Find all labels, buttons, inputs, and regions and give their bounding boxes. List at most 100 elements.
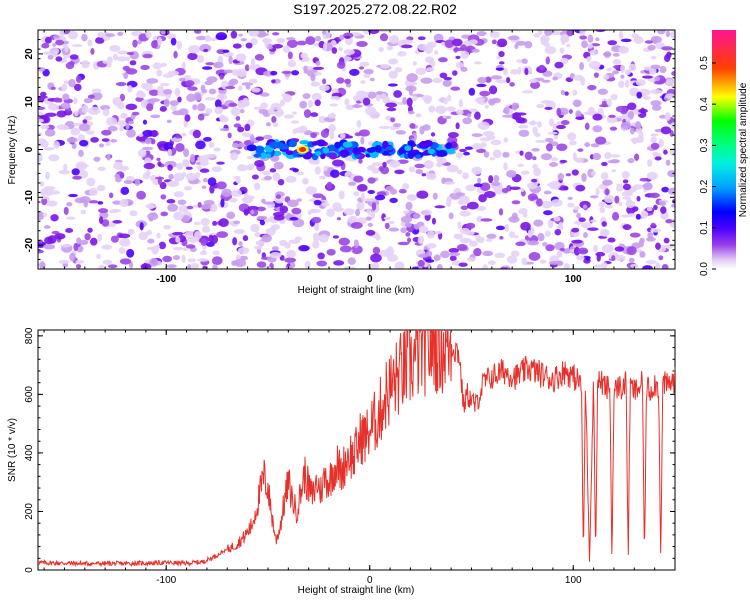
spectrogram-band-cell: [415, 154, 422, 159]
spectrogram-x-ticks: -100 0 100: [43, 30, 676, 285]
spectrogram-cell: [315, 60, 321, 66]
spectrogram-cell: [321, 202, 330, 207]
spectrogram-cell: [654, 76, 660, 82]
spectrogram-cell: [580, 222, 592, 229]
spectrogram-band-cell: [449, 141, 458, 149]
spectrogram-band-cell: [316, 139, 326, 147]
spectrogram-cell: [174, 87, 181, 97]
spectrogram-cell: [524, 40, 533, 49]
spectrogram-cell: [636, 195, 641, 202]
spectrogram-cell: [559, 247, 565, 252]
spectrogram-cell: [503, 106, 510, 115]
spectrogram-cell: [248, 30, 260, 37]
spectrogram-cell: [367, 189, 376, 194]
spectrogram-cell: [383, 216, 391, 220]
spectrogram-cell: [105, 117, 118, 126]
spectrogram-cell: [587, 227, 599, 231]
spectrogram-cell: [632, 184, 644, 190]
spectrogram-cell: [495, 79, 507, 84]
spectrogram-cell: [631, 137, 637, 144]
spectrogram-cell: [358, 66, 365, 70]
spectrogram-cell: [426, 242, 437, 249]
spectrogram-cell: [269, 251, 282, 259]
spectrogram-cell: [270, 102, 282, 111]
spectrogram-cell: [471, 133, 483, 138]
spectrogram-cell: [170, 37, 177, 46]
spectrogram-cell: [142, 129, 154, 138]
spectrogram-cell: [389, 197, 398, 204]
spectrogram-cell: [365, 229, 376, 236]
spectrogram-cell: [101, 219, 110, 227]
spectrogram-cell: [145, 203, 157, 209]
spectrogram-cell: [615, 185, 624, 192]
spectrogram-cell: [220, 198, 225, 208]
spectrogram-cell: [118, 165, 130, 171]
spectrogram-cell: [229, 197, 238, 203]
spectrogram-cell: [611, 255, 616, 261]
spectrogram-cell: [465, 230, 475, 236]
spectrogram-cell: [572, 89, 578, 96]
spectrogram-cell: [129, 261, 134, 269]
spectrogram-cell: [85, 130, 95, 135]
spectrogram-cell: [609, 126, 618, 131]
spectrogram-cell: [651, 104, 662, 111]
spectrogram-cell: [197, 113, 205, 121]
spectrogram-cell: [169, 100, 179, 106]
spectrogram-cell: [38, 249, 44, 254]
spectrogram-cell: [490, 75, 503, 80]
spectrogram-cell: [50, 86, 56, 90]
spectrogram-cell: [251, 174, 259, 180]
spectrogram-cell: [148, 89, 160, 96]
spectrogram-cell: [244, 64, 250, 72]
spectrogram-cell: [147, 238, 155, 244]
spectrogram-cell: [138, 231, 149, 241]
spectrogram-cell: [415, 169, 424, 175]
spectrogram-cell: [80, 209, 86, 215]
spectrogram-cell: [256, 261, 267, 268]
spectrogram-cell: [507, 35, 520, 41]
spectrogram-cell: [405, 232, 411, 237]
spectrogram-cell: [310, 112, 319, 117]
spectrogram-cell: [607, 237, 616, 243]
spectrogram-cell: [287, 51, 293, 60]
spectrogram-cell: [584, 122, 590, 131]
spectrogram-cell: [401, 183, 410, 190]
spectrogram-cell: [173, 172, 185, 182]
spectrogram-cell: [212, 263, 218, 269]
spectrogram-cell: [413, 223, 420, 230]
spectrogram-cell: [456, 169, 463, 175]
spectrogram-cell: [173, 191, 185, 198]
spectrogram-cell: [208, 88, 217, 95]
spectrogram-cell: [627, 213, 637, 217]
spectrogram-cell: [597, 88, 608, 95]
y-tick-label: -10: [24, 190, 35, 205]
spectrogram-band-cell: [374, 144, 382, 153]
spectrogram-cell: [119, 258, 132, 265]
spectrogram-cell: [239, 109, 245, 114]
spectrogram-cell: [172, 255, 181, 261]
spectrogram-cell: [217, 93, 228, 101]
spectrogram-cell: [543, 190, 552, 195]
spectrogram-cell: [650, 89, 663, 95]
spectrogram-cell: [184, 114, 191, 122]
spectrogram-cell: [53, 140, 60, 149]
spectrogram-cell: [458, 200, 464, 205]
spectrogram-cell: [107, 125, 118, 132]
spectrogram-cell: [307, 99, 313, 108]
spectrogram-cell: [460, 205, 469, 210]
spectrogram-cell: [535, 139, 547, 143]
colorbar-tick-label: 0.2: [699, 179, 710, 193]
spectrogram-cell: [219, 74, 224, 80]
spectrogram-cell: [101, 244, 113, 250]
spectrogram-cell: [650, 136, 658, 144]
spectrogram-cell: [314, 223, 320, 232]
spectrogram-cell: [491, 181, 501, 187]
spectrogram-cell: [618, 46, 629, 54]
spectrogram-cell: [128, 120, 135, 125]
spectrogram-band-cell: [339, 149, 350, 158]
spectrogram-cell: [39, 181, 45, 187]
spectrogram-cell: [185, 166, 193, 170]
spectrogram-cell: [88, 106, 101, 116]
spectrogram-cell: [201, 244, 207, 250]
spectrogram-cell: [316, 260, 328, 267]
